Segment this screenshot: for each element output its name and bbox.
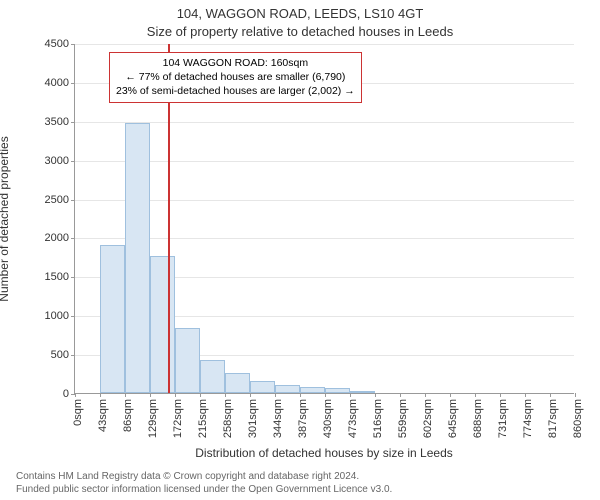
histogram-bar xyxy=(275,385,300,393)
footer-line2: Funded public sector information license… xyxy=(16,483,392,496)
x-tick-mark xyxy=(225,393,226,397)
histogram-bar xyxy=(350,391,375,393)
histogram-bar xyxy=(325,388,350,393)
x-tick-mark xyxy=(475,393,476,397)
x-tick-mark xyxy=(375,393,376,397)
footer-attribution: Contains HM Land Registry data © Crown c… xyxy=(16,470,392,496)
x-tick-label: 387sqm xyxy=(297,399,309,438)
x-tick-label: 731sqm xyxy=(497,399,509,438)
x-tick-label: 43sqm xyxy=(97,399,109,432)
footer-line1: Contains HM Land Registry data © Crown c… xyxy=(16,470,392,483)
x-tick-label: 516sqm xyxy=(372,399,384,438)
histogram-bar xyxy=(200,360,225,393)
plot-area: 0500100015002000250030003500400045000sqm… xyxy=(74,44,574,394)
x-tick-label: 172sqm xyxy=(172,399,184,438)
x-tick-label: 86sqm xyxy=(122,399,134,432)
y-axis-label: Number of detached properties xyxy=(0,44,11,394)
x-tick-label: 258sqm xyxy=(222,399,234,438)
x-tick-label: 430sqm xyxy=(322,399,334,438)
callout-box: 104 WAGGON ROAD: 160sqm← 77% of detached… xyxy=(109,52,362,103)
chart-container: 104, WAGGON ROAD, LEEDS, LS10 4GT Size o… xyxy=(0,0,600,500)
x-tick-mark xyxy=(200,393,201,397)
y-tick-label: 3500 xyxy=(45,116,75,128)
histogram-bar xyxy=(175,328,200,393)
x-tick-mark xyxy=(350,393,351,397)
x-tick-mark xyxy=(300,393,301,397)
x-tick-mark xyxy=(250,393,251,397)
x-axis-label: Distribution of detached houses by size … xyxy=(74,446,574,460)
x-tick-mark xyxy=(175,393,176,397)
chart-title-line2: Size of property relative to detached ho… xyxy=(0,24,600,39)
x-tick-label: 860sqm xyxy=(572,399,584,438)
y-tick-label: 2500 xyxy=(45,194,75,206)
x-tick-label: 0sqm xyxy=(72,399,84,426)
x-tick-label: 215sqm xyxy=(197,399,209,438)
y-tick-label: 1000 xyxy=(45,310,75,322)
x-tick-mark xyxy=(325,393,326,397)
x-tick-label: 301sqm xyxy=(247,399,259,438)
x-tick-mark xyxy=(75,393,76,397)
y-tick-label: 4000 xyxy=(45,77,75,89)
x-tick-mark xyxy=(550,393,551,397)
histogram-bar xyxy=(100,245,125,393)
x-tick-mark xyxy=(100,393,101,397)
x-tick-mark xyxy=(275,393,276,397)
histogram-bar xyxy=(125,123,150,393)
histogram-bar xyxy=(250,381,275,393)
x-tick-label: 645sqm xyxy=(447,399,459,438)
x-tick-mark xyxy=(150,393,151,397)
chart-title-line1: 104, WAGGON ROAD, LEEDS, LS10 4GT xyxy=(0,6,600,21)
x-tick-mark xyxy=(500,393,501,397)
x-tick-mark xyxy=(400,393,401,397)
x-tick-label: 602sqm xyxy=(422,399,434,438)
x-tick-mark xyxy=(125,393,126,397)
x-tick-label: 688sqm xyxy=(472,399,484,438)
x-tick-label: 129sqm xyxy=(147,399,159,438)
grid-line xyxy=(75,44,574,45)
histogram-bar xyxy=(300,387,325,393)
x-tick-label: 774sqm xyxy=(522,399,534,438)
callout-line: 23% of semi-detached houses are larger (… xyxy=(116,84,355,98)
histogram-bar xyxy=(150,256,175,393)
y-tick-label: 3000 xyxy=(45,155,75,167)
x-tick-label: 559sqm xyxy=(397,399,409,438)
histogram-bar xyxy=(225,373,250,393)
x-tick-mark xyxy=(425,393,426,397)
x-tick-label: 473sqm xyxy=(347,399,359,438)
callout-line: ← 77% of detached houses are smaller (6,… xyxy=(116,70,355,84)
x-tick-label: 817sqm xyxy=(547,399,559,438)
x-tick-mark xyxy=(525,393,526,397)
x-tick-mark xyxy=(450,393,451,397)
x-tick-mark xyxy=(575,393,576,397)
y-tick-label: 4500 xyxy=(45,38,75,50)
callout-line: 104 WAGGON ROAD: 160sqm xyxy=(116,56,355,70)
y-tick-label: 1500 xyxy=(45,271,75,283)
x-tick-label: 344sqm xyxy=(272,399,284,438)
y-tick-label: 500 xyxy=(51,349,75,361)
y-tick-label: 2000 xyxy=(45,232,75,244)
